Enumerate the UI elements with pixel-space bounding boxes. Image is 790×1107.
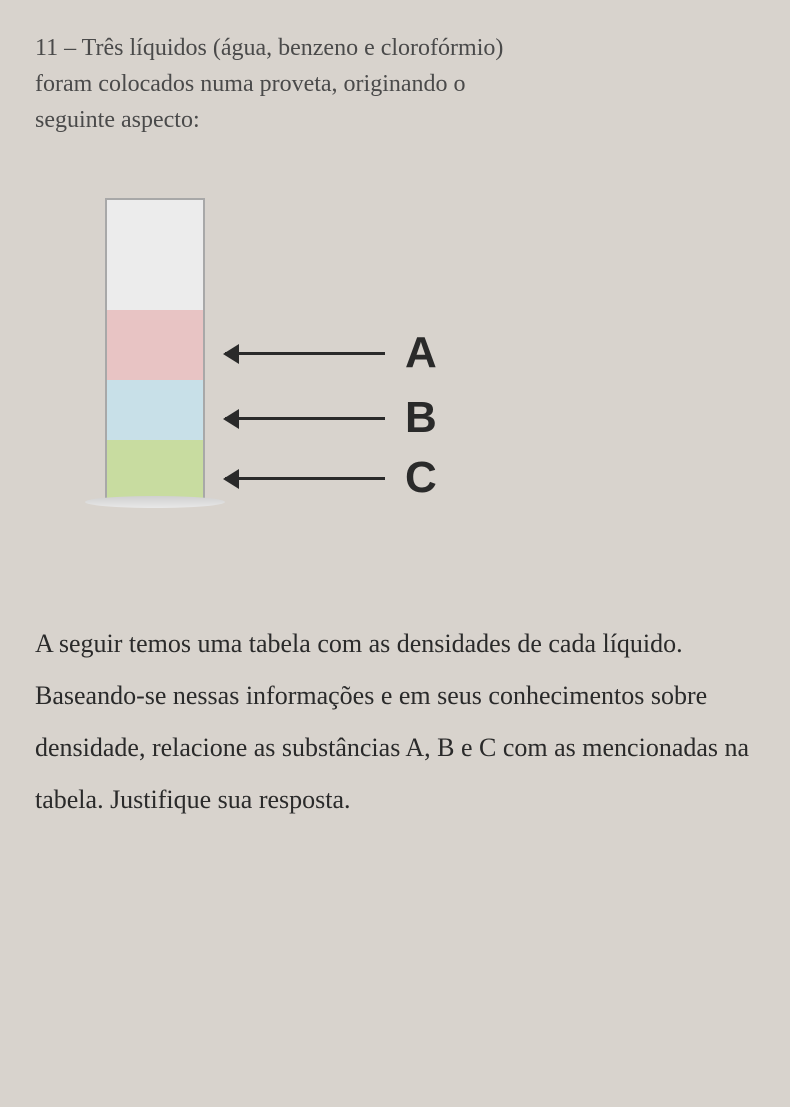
prompt-line-1: 11 – Três líquidos (água, benzeno e clor… (35, 35, 503, 61)
arrow-row-b: B (225, 393, 437, 443)
cylinder-body (105, 198, 205, 498)
liquid-layer-c (107, 440, 203, 498)
cylinder-empty-space (107, 200, 203, 310)
prompt-line-2: foram colocados numa proveta, originando… (35, 71, 466, 97)
arrow-icon (225, 477, 385, 480)
question-body: A seguir temos uma tabela com as densida… (35, 618, 770, 826)
arrow-icon (225, 417, 385, 420)
arrow-icon (225, 352, 385, 355)
prompt-line-3: seguinte aspecto: (35, 107, 200, 133)
cylinder-diagram: A B C (55, 198, 555, 538)
question-prompt: 11 – Três líquidos (água, benzeno e clor… (35, 30, 770, 138)
label-c: C (405, 453, 437, 503)
liquid-layer-a (107, 310, 203, 380)
liquid-layer-b (107, 380, 203, 440)
arrow-row-a: A (225, 328, 437, 378)
label-a: A (405, 328, 437, 378)
cylinder-base (85, 496, 225, 508)
graduated-cylinder (95, 198, 215, 508)
arrow-row-c: C (225, 453, 437, 503)
label-b: B (405, 393, 437, 443)
